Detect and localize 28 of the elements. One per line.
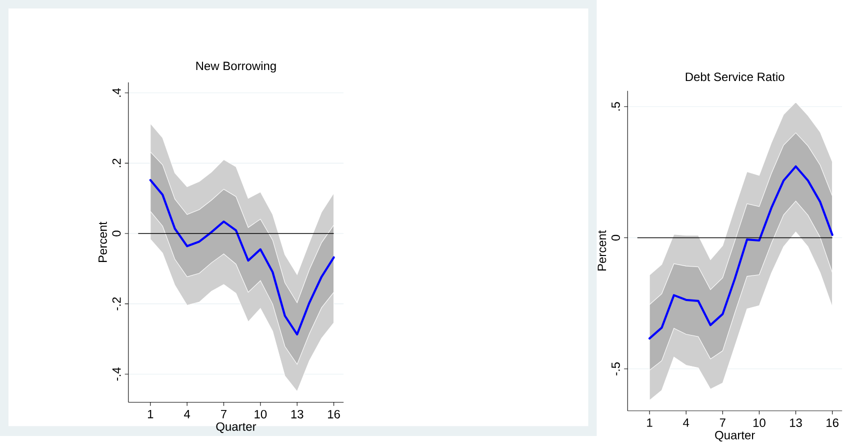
x-tick-label: 16 — [826, 418, 838, 428]
x-tick-label: 16 — [328, 410, 340, 419]
x-tick-label: 10 — [753, 418, 766, 428]
y-tick-label: .4 — [112, 88, 121, 98]
x-tick-label: 4 — [184, 410, 190, 418]
x-tick-label: 4 — [683, 418, 690, 428]
x-tick-label: 7 — [221, 410, 226, 418]
x-tick-label: 13 — [790, 418, 802, 428]
x-tick-label: 7 — [720, 418, 726, 428]
x-axis-title: Quarter — [715, 431, 755, 442]
x-tick-label: 1 — [148, 410, 154, 418]
line-series — [149, 179, 335, 336]
y-tick-label: -.5 — [612, 362, 620, 376]
y-axis-title: Percent — [98, 222, 107, 262]
x-tick-label: 1 — [647, 418, 652, 428]
y-tick-label: 0 — [611, 235, 620, 241]
x-axis-title: Quarter — [216, 422, 256, 434]
y-tick-label: -.2 — [112, 298, 121, 311]
chart-title: New Borrowing — [196, 62, 276, 73]
y-tick-label: .2 — [112, 159, 121, 168]
x-tick-label: 13 — [291, 410, 304, 419]
chart-title: Debt Service Ratio — [686, 72, 784, 82]
y-axis-title: Percent — [598, 230, 606, 271]
x-tick-label: 10 — [254, 410, 267, 419]
line-series — [648, 166, 834, 340]
y-tick-label: .5 — [612, 102, 620, 111]
y-tick-label: -.4 — [112, 368, 121, 381]
y-tick-label: 0 — [112, 230, 121, 237]
